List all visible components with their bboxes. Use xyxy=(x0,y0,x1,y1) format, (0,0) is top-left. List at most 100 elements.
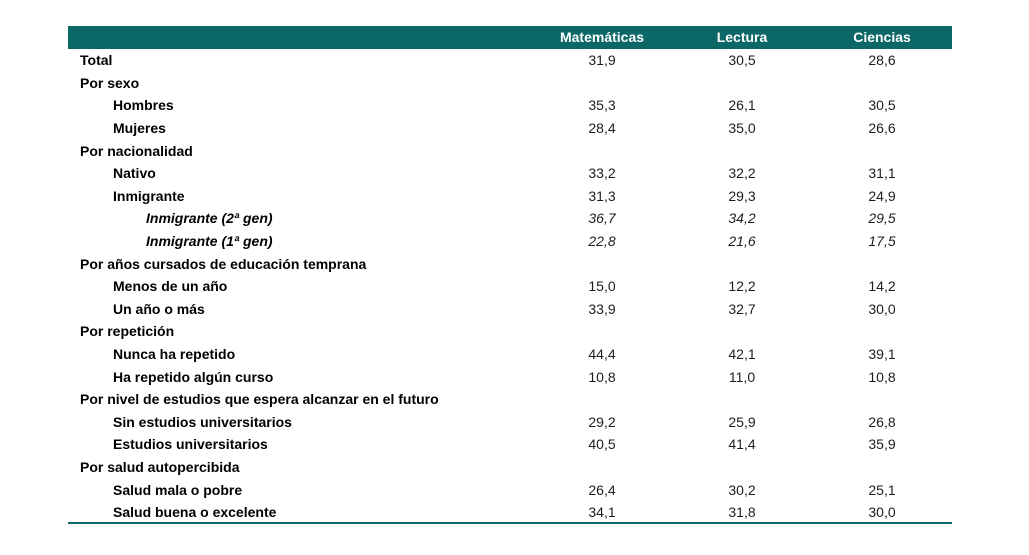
row-value: 44,4 xyxy=(588,346,616,363)
row-value: 11,0 xyxy=(728,368,756,385)
table-row: Mujeres 28,4 35,0 26,6 xyxy=(68,117,952,140)
row-value: 35,9 xyxy=(868,436,896,453)
row-label: Salud buena o excelente xyxy=(113,503,277,520)
table-row: Nunca ha repetido 44,4 42,1 39,1 xyxy=(68,343,952,366)
table-row: Un año o más 33,9 32,7 30,0 xyxy=(68,298,952,321)
row-value: 33,9 xyxy=(588,300,616,317)
row-value xyxy=(672,252,812,275)
row-value: 26,8 xyxy=(868,413,896,430)
table-row: Sin estudios universitarios 29,2 25,9 26,8 xyxy=(68,411,952,434)
row-label: Sin estudios universitarios xyxy=(113,413,292,430)
row-value: 30,5 xyxy=(728,52,756,69)
row-value: 10,8 xyxy=(588,368,616,385)
row-value: 15,0 xyxy=(588,278,616,295)
row-label: Nativo xyxy=(113,165,156,182)
row-value xyxy=(812,320,952,343)
column-header-matematicas: Matemáticas xyxy=(559,29,645,45)
table-row: Inmigrante 31,3 29,3 24,9 xyxy=(68,185,952,208)
row-value: 31,9 xyxy=(588,52,616,69)
row-value: 17,5 xyxy=(868,233,896,250)
row-label: Por nivel de estudios que espera alcanza… xyxy=(80,391,439,408)
table-row: Nativo 33,2 32,2 31,1 xyxy=(68,162,952,185)
row-label: Inmigrante (2ª gen) xyxy=(146,210,273,227)
table-row: Salud buena o excelente 34,1 31,8 30,0 xyxy=(68,501,952,524)
row-label: Por sexo xyxy=(80,74,140,91)
table-row: Inmigrante (1ª gen) 22,8 21,6 17,5 xyxy=(68,230,952,253)
table-row: Inmigrante (2ª gen) 36,7 34,2 29,5 xyxy=(68,207,952,230)
table-row: Menos de un año 15,0 12,2 14,2 xyxy=(68,275,952,298)
table-row: Por repetición xyxy=(68,320,952,343)
row-label: Inmigrante xyxy=(113,187,185,204)
column-header-ciencias: Ciencias xyxy=(853,29,911,45)
row-label: Menos de un año xyxy=(113,278,228,295)
row-value: 34,2 xyxy=(728,210,756,227)
row-label: Hombres xyxy=(113,97,174,114)
row-value xyxy=(532,139,672,162)
row-value xyxy=(812,72,952,95)
row-label: Nunca ha repetido xyxy=(113,346,236,363)
row-value: 10,8 xyxy=(868,368,896,385)
row-value: 30,0 xyxy=(868,300,896,317)
row-value xyxy=(532,320,672,343)
column-header-lectura: Lectura xyxy=(716,29,768,45)
row-value xyxy=(532,72,672,95)
row-label: Estudios universitarios xyxy=(113,436,268,453)
table-row: Por sexo xyxy=(68,72,952,95)
row-label: Mujeres xyxy=(113,120,166,137)
row-value: 31,3 xyxy=(588,187,616,204)
row-value: 30,0 xyxy=(868,503,896,520)
table-row: Hombres 35,3 26,1 30,5 xyxy=(68,94,952,117)
row-label: Salud mala o pobre xyxy=(113,481,243,498)
row-value xyxy=(672,72,812,95)
row-value: 36,7 xyxy=(588,210,616,227)
row-value xyxy=(812,456,952,479)
table-row: Ha repetido algún curso 10,8 11,0 10,8 xyxy=(68,365,952,388)
table-row: Salud mala o pobre 26,4 30,2 25,1 xyxy=(68,478,952,501)
row-value: 34,1 xyxy=(588,503,616,520)
statistics-table: Matemáticas Lectura Ciencias Total 31,9 30… xyxy=(68,26,952,525)
row-value xyxy=(672,139,812,162)
row-label: Por años cursados de educación temprana xyxy=(80,255,367,272)
row-value: 42,1 xyxy=(728,346,756,363)
row-value: 39,1 xyxy=(868,346,896,363)
row-value xyxy=(532,456,672,479)
header-label-spacer xyxy=(68,26,532,49)
row-value: 22,8 xyxy=(588,233,616,250)
table-body: Total 31,9 30,5 28,6 Por sexo Hombres 35,3 26,1… xyxy=(68,49,952,523)
row-label: Total xyxy=(80,52,113,69)
row-value: 32,2 xyxy=(728,165,756,182)
row-value: 40,5 xyxy=(588,436,616,453)
row-value: 12,2 xyxy=(728,278,756,295)
row-value: 29,3 xyxy=(728,187,756,204)
row-value: 31,8 xyxy=(728,503,756,520)
row-value: 32,7 xyxy=(728,300,756,317)
table-header: Matemáticas Lectura Ciencias xyxy=(68,26,952,49)
row-label: Inmigrante (1ª gen) xyxy=(146,233,273,250)
row-value: 35,3 xyxy=(588,97,616,114)
row-label: Un año o más xyxy=(113,300,205,317)
row-value: 35,0 xyxy=(728,120,756,137)
row-value: 33,2 xyxy=(588,165,616,182)
row-value: 28,6 xyxy=(868,52,896,69)
data-table: Matemáticas Lectura Ciencias Total 31,9 30… xyxy=(68,26,952,525)
table-row: Por nivel de estudios que espera alcanza… xyxy=(68,388,952,411)
header-row: Matemáticas Lectura Ciencias xyxy=(68,26,952,49)
row-value xyxy=(532,252,672,275)
row-label: Por salud autopercibida xyxy=(80,458,240,475)
row-value xyxy=(672,456,812,479)
row-value: 30,2 xyxy=(728,481,756,498)
row-value xyxy=(672,320,812,343)
row-label: Ha repetido algún curso xyxy=(113,368,274,385)
row-value xyxy=(812,139,952,162)
row-value: 28,4 xyxy=(588,120,616,137)
row-value: 29,5 xyxy=(868,210,896,227)
table-row: Estudios universitarios 40,5 41,4 35,9 xyxy=(68,433,952,456)
row-value: 41,4 xyxy=(728,436,756,453)
row-value: 29,2 xyxy=(588,413,616,430)
row-value: 26,4 xyxy=(588,481,616,498)
row-label: Por repetición xyxy=(80,323,175,340)
row-value: 26,6 xyxy=(868,120,896,137)
row-label: Por nacionalidad xyxy=(80,142,193,159)
row-value: 21,6 xyxy=(728,233,756,250)
row-value: 26,1 xyxy=(728,97,756,114)
